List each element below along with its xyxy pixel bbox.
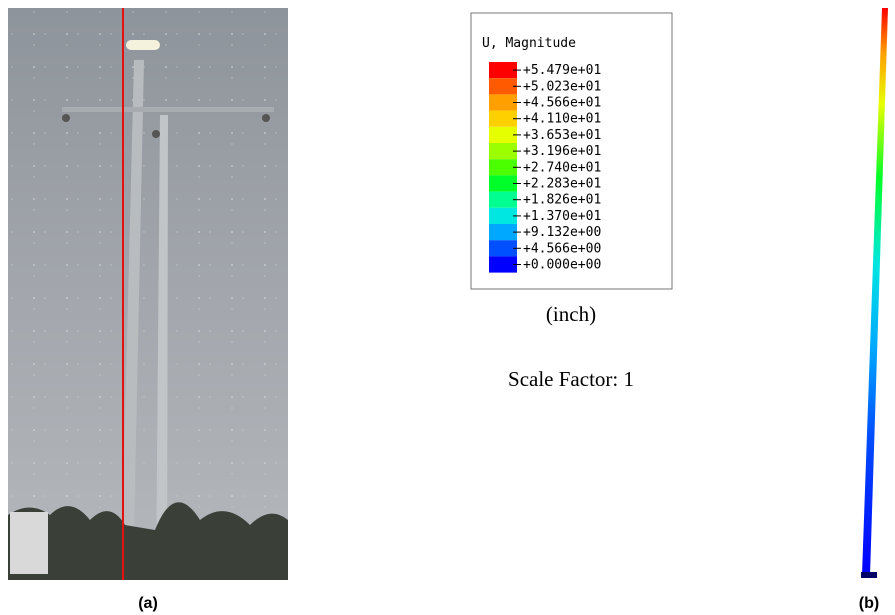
legend-title: U, Magnitude: [482, 36, 576, 51]
legend-box: U, Magnitude +5.479e+01+5.023e+01 +4.566e…: [470, 12, 673, 290]
legend-swatch: [489, 62, 517, 79]
legend-label: +2.283e+01: [523, 177, 601, 192]
legend-swatch: [489, 240, 517, 257]
legend-label: +3.196e+01: [523, 144, 601, 159]
photo: [8, 8, 288, 580]
legend-swatch: [489, 207, 517, 224]
legend-swatch: [489, 191, 517, 208]
legend-swatch: [489, 94, 517, 111]
legend-label: +5.479e+01: [523, 63, 601, 78]
caption: (a): [138, 595, 158, 612]
legend-swatch: [489, 224, 517, 241]
legend-swatch: [489, 78, 517, 95]
legend-swatch: [489, 110, 517, 127]
legend-label: +4.110e+01: [523, 112, 601, 127]
legend-label: +9.132e+00: [523, 225, 601, 240]
fe-model: [861, 8, 888, 578]
scale-factor: Scale Factor: 1: [508, 367, 634, 391]
legend-label: +2.740e+01: [523, 160, 601, 175]
legend-label: +1.826e+01: [523, 193, 601, 208]
legend-label: +4.566e+00: [523, 241, 601, 256]
legend-swatch: [489, 175, 517, 192]
legend-swatch: [489, 256, 517, 273]
legend-label: +0.000e+00: [523, 258, 601, 273]
unit-label: (inch): [546, 302, 596, 326]
legend-label: +3.653e+01: [523, 128, 601, 143]
legend-label: +1.370e+01: [523, 209, 601, 224]
legend-swatch: [489, 159, 517, 176]
legend-swatch: [489, 143, 517, 160]
caption: (b): [859, 595, 879, 612]
legend-label: +4.566e+01: [523, 96, 601, 111]
legend-label: +5.023e+01: [523, 79, 601, 94]
legend-swatch: [489, 126, 517, 143]
